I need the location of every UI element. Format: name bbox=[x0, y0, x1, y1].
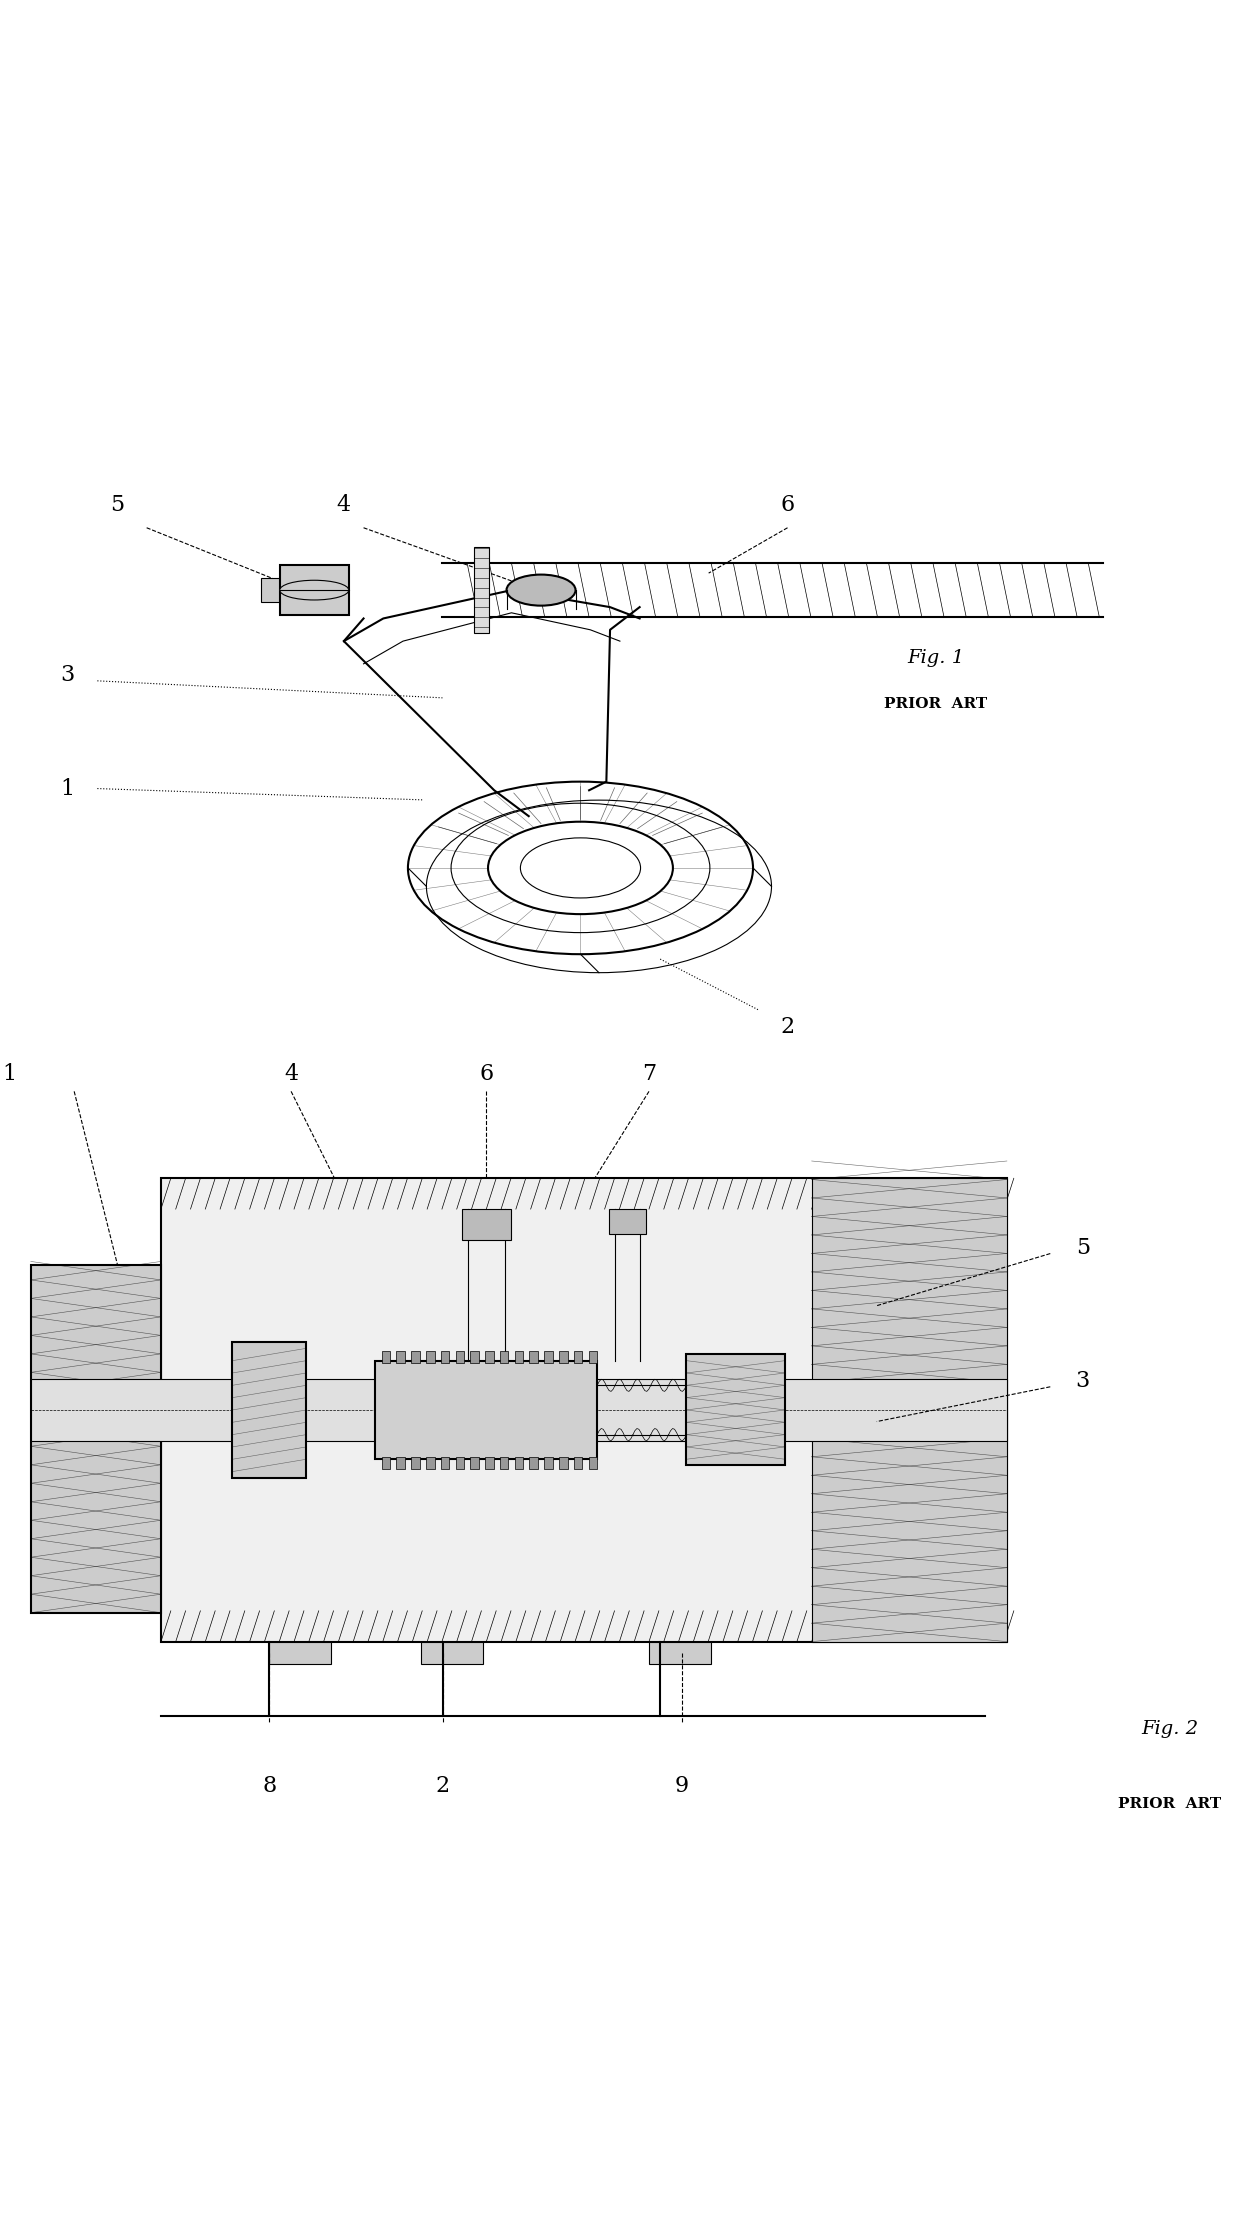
Text: 5: 5 bbox=[1076, 1237, 1090, 1259]
Text: 4: 4 bbox=[337, 494, 351, 516]
Text: 8: 8 bbox=[263, 1775, 277, 1797]
Bar bbox=[687, 1354, 785, 1465]
Bar bbox=[544, 1456, 553, 1469]
Text: 1: 1 bbox=[61, 778, 74, 800]
Bar bbox=[440, 1352, 449, 1363]
Text: 9: 9 bbox=[675, 1775, 688, 1797]
Bar bbox=[470, 1456, 479, 1469]
Bar bbox=[544, 1352, 553, 1363]
Text: 2: 2 bbox=[436, 1775, 450, 1797]
Bar bbox=[425, 1352, 434, 1363]
Ellipse shape bbox=[280, 581, 348, 601]
Bar bbox=[455, 1352, 464, 1363]
Bar bbox=[500, 1456, 508, 1469]
Text: PRIOR  ART: PRIOR ART bbox=[884, 696, 987, 711]
Bar bbox=[262, 578, 280, 603]
Bar bbox=[422, 1642, 482, 1664]
Bar bbox=[470, 1352, 479, 1363]
Bar bbox=[161, 1179, 1007, 1642]
Bar bbox=[382, 1456, 391, 1469]
Bar bbox=[515, 1352, 523, 1363]
Text: 1: 1 bbox=[2, 1064, 16, 1086]
Bar bbox=[812, 1179, 1007, 1642]
Bar bbox=[529, 1456, 538, 1469]
Text: 6: 6 bbox=[479, 1064, 494, 1086]
Bar bbox=[461, 1210, 511, 1241]
Bar bbox=[232, 1343, 306, 1478]
Text: 3: 3 bbox=[61, 665, 74, 687]
Bar bbox=[376, 1361, 598, 1460]
Bar bbox=[589, 1456, 598, 1469]
Text: 4: 4 bbox=[284, 1064, 298, 1086]
Bar bbox=[31, 1265, 161, 1613]
Bar bbox=[500, 1352, 508, 1363]
Bar bbox=[529, 1352, 538, 1363]
Ellipse shape bbox=[506, 574, 575, 605]
Bar bbox=[574, 1352, 583, 1363]
Bar bbox=[485, 1352, 494, 1363]
Bar bbox=[574, 1456, 583, 1469]
Bar bbox=[559, 1456, 568, 1469]
Bar bbox=[397, 1456, 405, 1469]
Bar bbox=[269, 1642, 331, 1664]
Bar bbox=[475, 547, 490, 634]
Text: 2: 2 bbox=[780, 1015, 795, 1037]
Bar bbox=[455, 1456, 464, 1469]
Bar bbox=[31, 1378, 1007, 1440]
Bar bbox=[425, 1456, 434, 1469]
Text: 6: 6 bbox=[780, 494, 795, 516]
Bar bbox=[559, 1352, 568, 1363]
Bar bbox=[412, 1456, 420, 1469]
Bar bbox=[589, 1352, 598, 1363]
Text: Fig. 1: Fig. 1 bbox=[906, 649, 963, 667]
Text: 7: 7 bbox=[642, 1064, 656, 1086]
Text: 3: 3 bbox=[1076, 1369, 1090, 1392]
Bar bbox=[412, 1352, 420, 1363]
Bar bbox=[609, 1210, 646, 1234]
Bar bbox=[280, 565, 348, 614]
Text: Fig. 2: Fig. 2 bbox=[1141, 1720, 1198, 1737]
Bar bbox=[397, 1352, 405, 1363]
Bar bbox=[440, 1456, 449, 1469]
Text: PRIOR  ART: PRIOR ART bbox=[1118, 1797, 1221, 1810]
Bar bbox=[485, 1456, 494, 1469]
Bar bbox=[515, 1456, 523, 1469]
Bar bbox=[382, 1352, 391, 1363]
Bar bbox=[649, 1642, 711, 1664]
Text: 5: 5 bbox=[110, 494, 124, 516]
